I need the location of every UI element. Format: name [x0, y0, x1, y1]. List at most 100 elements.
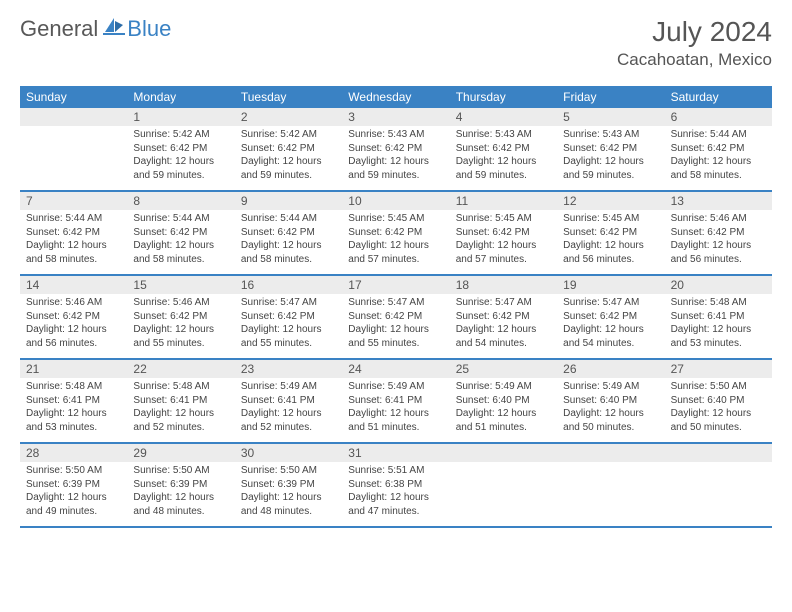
day-cell: 25Sunrise: 5:49 AMSunset: 6:40 PMDayligh…: [450, 360, 557, 442]
day-line: Daylight: 12 hours: [348, 239, 443, 253]
day-content: Sunrise: 5:47 AMSunset: 6:42 PMDaylight:…: [342, 294, 449, 356]
day-line: and 58 minutes.: [26, 253, 121, 267]
day-cell: 30Sunrise: 5:50 AMSunset: 6:39 PMDayligh…: [235, 444, 342, 526]
day-cell: 15Sunrise: 5:46 AMSunset: 6:42 PMDayligh…: [127, 276, 234, 358]
day-line: Sunrise: 5:48 AM: [133, 380, 228, 394]
day-line: Sunrise: 5:49 AM: [456, 380, 551, 394]
day-line: and 58 minutes.: [671, 169, 766, 183]
day-line: Sunset: 6:41 PM: [241, 394, 336, 408]
day-line: Sunset: 6:42 PM: [241, 226, 336, 240]
day-line: Sunrise: 5:44 AM: [671, 128, 766, 142]
day-line: Sunset: 6:38 PM: [348, 478, 443, 492]
day-line: and 53 minutes.: [26, 421, 121, 435]
location-label: Cacahoatan, Mexico: [617, 50, 772, 70]
day-line: Sunrise: 5:47 AM: [563, 296, 658, 310]
day-line: Sunrise: 5:44 AM: [26, 212, 121, 226]
brand-logo: General Blue: [20, 16, 171, 42]
day-content: Sunrise: 5:46 AMSunset: 6:42 PMDaylight:…: [665, 210, 772, 272]
day-line: Sunrise: 5:47 AM: [348, 296, 443, 310]
week-row: 14Sunrise: 5:46 AMSunset: 6:42 PMDayligh…: [20, 276, 772, 358]
day-number: [20, 108, 127, 126]
day-line: and 51 minutes.: [456, 421, 551, 435]
day-line: Daylight: 12 hours: [26, 323, 121, 337]
day-number: 9: [235, 192, 342, 210]
day-content: Sunrise: 5:50 AMSunset: 6:39 PMDaylight:…: [20, 462, 127, 524]
day-cell: [665, 444, 772, 526]
day-cell: 22Sunrise: 5:48 AMSunset: 6:41 PMDayligh…: [127, 360, 234, 442]
day-line: Sunrise: 5:45 AM: [456, 212, 551, 226]
day-line: Daylight: 12 hours: [671, 155, 766, 169]
day-line: Sunrise: 5:44 AM: [133, 212, 228, 226]
day-cell: 28Sunrise: 5:50 AMSunset: 6:39 PMDayligh…: [20, 444, 127, 526]
day-number: 25: [450, 360, 557, 378]
day-line: Sunrise: 5:48 AM: [26, 380, 121, 394]
day-line: Sunset: 6:40 PM: [456, 394, 551, 408]
day-line: Sunset: 6:41 PM: [671, 310, 766, 324]
day-line: Daylight: 12 hours: [563, 155, 658, 169]
day-line: and 48 minutes.: [133, 505, 228, 519]
day-number: 10: [342, 192, 449, 210]
day-number: 16: [235, 276, 342, 294]
day-line: Sunrise: 5:48 AM: [671, 296, 766, 310]
day-content: Sunrise: 5:48 AMSunset: 6:41 PMDaylight:…: [20, 378, 127, 440]
day-line: and 52 minutes.: [241, 421, 336, 435]
day-cell: 20Sunrise: 5:48 AMSunset: 6:41 PMDayligh…: [665, 276, 772, 358]
day-line: Sunset: 6:39 PM: [26, 478, 121, 492]
day-line: Daylight: 12 hours: [241, 155, 336, 169]
day-content: Sunrise: 5:42 AMSunset: 6:42 PMDaylight:…: [127, 126, 234, 188]
day-line: Daylight: 12 hours: [348, 155, 443, 169]
day-line: Sunset: 6:40 PM: [563, 394, 658, 408]
day-line: Daylight: 12 hours: [133, 323, 228, 337]
day-content: Sunrise: 5:44 AMSunset: 6:42 PMDaylight:…: [20, 210, 127, 272]
day-cell: 31Sunrise: 5:51 AMSunset: 6:38 PMDayligh…: [342, 444, 449, 526]
day-line: Sunset: 6:42 PM: [671, 226, 766, 240]
weekday-header: Saturday: [665, 86, 772, 108]
day-cell: 24Sunrise: 5:49 AMSunset: 6:41 PMDayligh…: [342, 360, 449, 442]
day-number: 11: [450, 192, 557, 210]
day-content: Sunrise: 5:47 AMSunset: 6:42 PMDaylight:…: [235, 294, 342, 356]
day-line: and 51 minutes.: [348, 421, 443, 435]
day-cell: 16Sunrise: 5:47 AMSunset: 6:42 PMDayligh…: [235, 276, 342, 358]
day-content: [20, 126, 127, 134]
day-line: Sunset: 6:42 PM: [26, 226, 121, 240]
day-content: Sunrise: 5:43 AMSunset: 6:42 PMDaylight:…: [342, 126, 449, 188]
day-cell: 2Sunrise: 5:42 AMSunset: 6:42 PMDaylight…: [235, 108, 342, 190]
day-line: and 50 minutes.: [671, 421, 766, 435]
day-number: 12: [557, 192, 664, 210]
day-cell: [557, 444, 664, 526]
day-line: Sunset: 6:42 PM: [133, 310, 228, 324]
day-content: [557, 462, 664, 470]
day-cell: 13Sunrise: 5:46 AMSunset: 6:42 PMDayligh…: [665, 192, 772, 274]
day-line: Daylight: 12 hours: [563, 323, 658, 337]
day-line: Sunrise: 5:49 AM: [241, 380, 336, 394]
day-line: Sunset: 6:41 PM: [348, 394, 443, 408]
day-number: 8: [127, 192, 234, 210]
day-line: and 55 minutes.: [241, 337, 336, 351]
day-number: 5: [557, 108, 664, 126]
day-content: [665, 462, 772, 470]
day-content: Sunrise: 5:48 AMSunset: 6:41 PMDaylight:…: [127, 378, 234, 440]
weekday-header: Sunday: [20, 86, 127, 108]
day-cell: 29Sunrise: 5:50 AMSunset: 6:39 PMDayligh…: [127, 444, 234, 526]
day-line: Sunrise: 5:50 AM: [671, 380, 766, 394]
day-cell: 6Sunrise: 5:44 AMSunset: 6:42 PMDaylight…: [665, 108, 772, 190]
day-number: 29: [127, 444, 234, 462]
day-line: Daylight: 12 hours: [671, 407, 766, 421]
day-content: Sunrise: 5:44 AMSunset: 6:42 PMDaylight:…: [127, 210, 234, 272]
day-number: 20: [665, 276, 772, 294]
weekday-header: Thursday: [450, 86, 557, 108]
day-content: Sunrise: 5:45 AMSunset: 6:42 PMDaylight:…: [342, 210, 449, 272]
day-number: [665, 444, 772, 462]
day-line: and 58 minutes.: [241, 253, 336, 267]
day-cell: 14Sunrise: 5:46 AMSunset: 6:42 PMDayligh…: [20, 276, 127, 358]
day-content: Sunrise: 5:47 AMSunset: 6:42 PMDaylight:…: [450, 294, 557, 356]
day-line: Sunrise: 5:42 AM: [241, 128, 336, 142]
day-line: and 56 minutes.: [26, 337, 121, 351]
day-cell: 3Sunrise: 5:43 AMSunset: 6:42 PMDaylight…: [342, 108, 449, 190]
day-number: 19: [557, 276, 664, 294]
day-line: Daylight: 12 hours: [241, 491, 336, 505]
day-content: Sunrise: 5:45 AMSunset: 6:42 PMDaylight:…: [557, 210, 664, 272]
day-number: 23: [235, 360, 342, 378]
day-cell: 21Sunrise: 5:48 AMSunset: 6:41 PMDayligh…: [20, 360, 127, 442]
day-line: Sunrise: 5:50 AM: [26, 464, 121, 478]
